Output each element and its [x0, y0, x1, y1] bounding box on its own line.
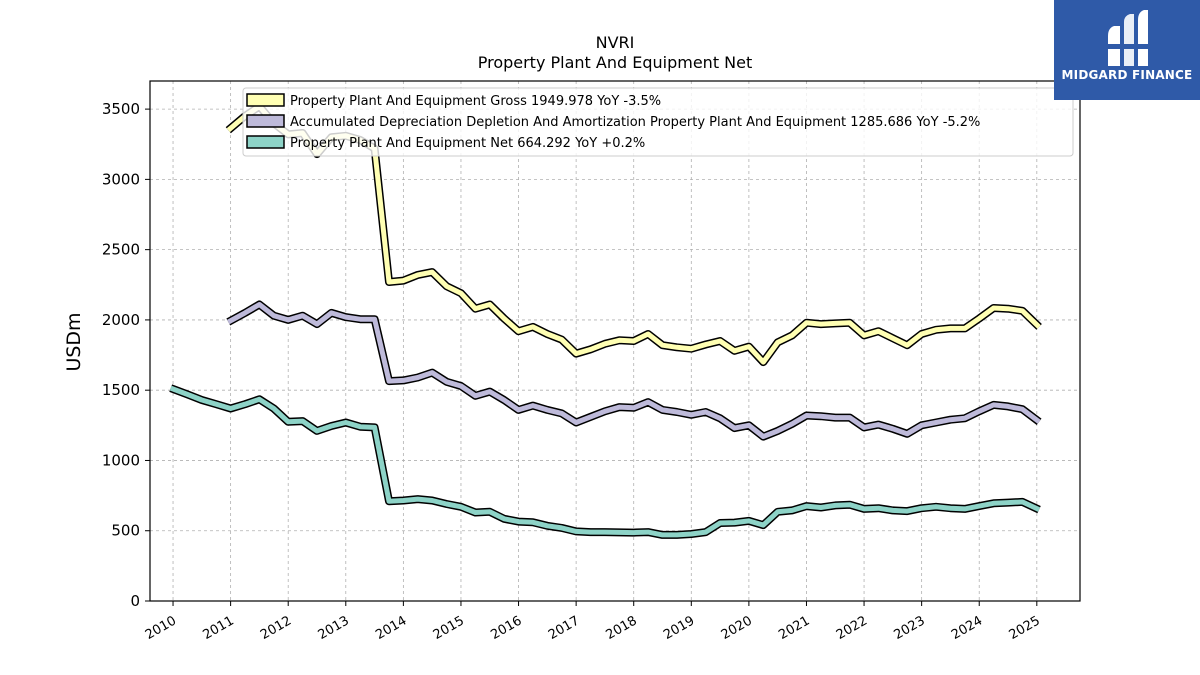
x-tick-label: 2021 [776, 613, 812, 643]
plot-frame [149, 80, 1081, 602]
x-tick-label: 2019 [661, 613, 697, 643]
x-tick-label: 2023 [891, 613, 927, 643]
x-tick-label: 2013 [316, 613, 352, 643]
x-tick-label: 2010 [143, 613, 179, 643]
x-tick-label: 2014 [373, 613, 409, 643]
legend-label-gross: Property Plant And Equipment Gross 1949.… [290, 94, 661, 109]
legend-swatch-depreciation [246, 114, 285, 128]
chart-title: NVRI [596, 33, 635, 52]
y-axis-label: USDm [63, 312, 85, 371]
legend-label-depreciation: Accumulated Depreciation Depletion And A… [290, 115, 980, 130]
x-tick-label: 2025 [1007, 613, 1043, 643]
brand-logo: MIDGARD FINANCE [1054, 0, 1200, 100]
x-tick-label: 2017 [546, 613, 582, 643]
y-tick-label: 2000 [102, 311, 140, 329]
y-tick-label: 1000 [102, 451, 140, 469]
x-tick-label: 2020 [719, 613, 755, 643]
x-tick-label: 2015 [431, 613, 467, 643]
x-tick-label: 2011 [200, 613, 236, 643]
series-layer [169, 102, 1042, 539]
legend: Property Plant And Equipment Gross 1949.… [242, 87, 1074, 157]
x-tick-label: 2012 [258, 613, 294, 643]
y-tick-label: 0 [130, 592, 140, 610]
y-tick-label: 500 [111, 522, 140, 540]
tick-layer: 0 500 1000 1500 2000 2500 3000 3500 2010 2011 2012… [102, 100, 1043, 643]
legend-swatch-net [246, 135, 285, 149]
y-tick-label: 2500 [102, 241, 140, 259]
series-line [227, 302, 1041, 440]
legend-swatch-gross [246, 93, 285, 107]
legend-frame [242, 87, 1074, 157]
series-line [169, 385, 1041, 538]
x-tick-label: 2018 [604, 613, 640, 643]
x-tick-label: 2024 [949, 613, 985, 643]
legend-label-net: Property Plant And Equipment Net 664.292… [290, 136, 645, 151]
brand-name: MIDGARD FINANCE [1061, 68, 1193, 82]
x-tick-label: 2022 [834, 613, 870, 643]
chart-subtitle: Property Plant And Equipment Net [478, 53, 753, 72]
y-tick-label: 1500 [102, 381, 140, 399]
midgard-logo-icon [1104, 10, 1150, 66]
y-tick-label: 3500 [102, 100, 140, 118]
x-tick-label: 2016 [488, 613, 524, 643]
y-tick-label: 3000 [102, 170, 140, 188]
